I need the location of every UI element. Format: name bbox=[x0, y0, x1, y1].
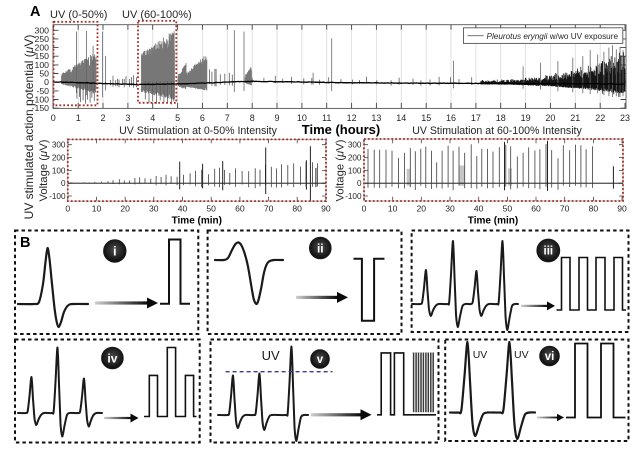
svg-text:80: 80 bbox=[292, 204, 302, 214]
svg-text:15: 15 bbox=[421, 113, 431, 123]
svg-text:i: i bbox=[113, 244, 117, 259]
svg-text:0: 0 bbox=[357, 179, 362, 188]
svg-text:300: 300 bbox=[52, 141, 66, 150]
svg-text:50: 50 bbox=[503, 204, 513, 214]
svg-text:-100: -100 bbox=[345, 192, 362, 201]
svg-text:0: 0 bbox=[61, 179, 66, 188]
svg-text:90: 90 bbox=[321, 204, 331, 214]
svg-text:40: 40 bbox=[178, 204, 188, 214]
svg-text:23: 23 bbox=[620, 113, 630, 123]
svg-text:40: 40 bbox=[474, 204, 484, 214]
svg-text:Time (hours): Time (hours) bbox=[302, 122, 381, 137]
svg-text:0: 0 bbox=[51, 113, 56, 123]
svg-text:B: B bbox=[20, 235, 30, 251]
svg-text:300: 300 bbox=[348, 141, 362, 150]
svg-text:8: 8 bbox=[250, 113, 255, 123]
svg-text:5: 5 bbox=[175, 113, 180, 123]
svg-text:-50: -50 bbox=[36, 86, 49, 96]
svg-text:11: 11 bbox=[322, 113, 331, 123]
svg-text:50: 50 bbox=[206, 204, 216, 214]
svg-text:12: 12 bbox=[347, 113, 357, 123]
svg-text:100: 100 bbox=[52, 166, 66, 175]
svg-text:Pleurotus eryngii w/wo UV expo: Pleurotus eryngii w/wo UV exposure bbox=[487, 32, 619, 41]
svg-text:UV (0-50%): UV (0-50%) bbox=[50, 9, 107, 21]
svg-text:30: 30 bbox=[445, 204, 455, 214]
svg-text:UV stimulated action potential: UV stimulated action potential (μV) bbox=[22, 35, 36, 220]
svg-text:1: 1 bbox=[76, 113, 81, 123]
svg-text:UV: UV bbox=[262, 348, 280, 363]
svg-text:17: 17 bbox=[471, 113, 481, 123]
svg-text:200: 200 bbox=[52, 154, 66, 163]
svg-text:-100: -100 bbox=[32, 95, 50, 105]
svg-text:30: 30 bbox=[149, 204, 159, 214]
svg-text:UV (60-100%): UV (60-100%) bbox=[122, 9, 192, 21]
svg-text:0: 0 bbox=[44, 77, 49, 87]
svg-text:21: 21 bbox=[570, 113, 580, 123]
svg-text:14: 14 bbox=[396, 113, 406, 123]
svg-text:vi: vi bbox=[545, 351, 555, 363]
svg-text:10: 10 bbox=[297, 113, 307, 123]
svg-text:20: 20 bbox=[545, 113, 555, 123]
svg-text:Voltage (μV): Voltage (μV) bbox=[38, 139, 50, 201]
svg-text:2: 2 bbox=[100, 113, 105, 123]
svg-text:16: 16 bbox=[446, 113, 456, 123]
svg-text:6: 6 bbox=[200, 113, 205, 123]
svg-text:Time (min): Time (min) bbox=[172, 216, 222, 227]
svg-text:200: 200 bbox=[35, 43, 50, 53]
svg-text:Voltage (μV): Voltage (μV) bbox=[335, 139, 347, 201]
svg-text:ii: ii bbox=[317, 241, 324, 255]
svg-text:A: A bbox=[30, 4, 41, 20]
svg-text:Time (min): Time (min) bbox=[468, 216, 518, 227]
svg-text:iv: iv bbox=[107, 351, 117, 365]
svg-text:UV Stimulation at 0-50% Intens: UV Stimulation at 0-50% Intensity bbox=[119, 125, 278, 137]
svg-text:18: 18 bbox=[496, 113, 506, 123]
svg-text:19: 19 bbox=[521, 113, 531, 123]
svg-text:UV Stimulation at 60-100% Inte: UV Stimulation at 60-100% Intensity bbox=[412, 125, 582, 137]
svg-text:-100: -100 bbox=[49, 192, 66, 201]
svg-text:70: 70 bbox=[264, 204, 274, 214]
svg-text:100: 100 bbox=[35, 60, 50, 70]
svg-text:20: 20 bbox=[417, 204, 427, 214]
svg-text:100: 100 bbox=[348, 166, 362, 175]
svg-text:-150: -150 bbox=[32, 103, 50, 113]
svg-text:20: 20 bbox=[120, 204, 130, 214]
svg-text:7: 7 bbox=[225, 113, 230, 123]
svg-text:90: 90 bbox=[617, 204, 627, 214]
svg-text:60: 60 bbox=[235, 204, 245, 214]
svg-text:10: 10 bbox=[388, 204, 398, 214]
svg-text:13: 13 bbox=[371, 113, 381, 123]
svg-text:60: 60 bbox=[531, 204, 541, 214]
svg-text:3: 3 bbox=[125, 113, 130, 123]
svg-text:22: 22 bbox=[595, 113, 605, 123]
svg-text:UV: UV bbox=[473, 349, 488, 361]
svg-text:UV: UV bbox=[514, 349, 529, 361]
svg-text:0: 0 bbox=[362, 204, 367, 214]
svg-text:0: 0 bbox=[65, 204, 70, 214]
svg-text:10: 10 bbox=[92, 204, 102, 214]
svg-text:v: v bbox=[317, 354, 324, 366]
svg-text:iii: iii bbox=[544, 246, 554, 258]
svg-text:150: 150 bbox=[35, 51, 50, 61]
svg-text:200: 200 bbox=[348, 154, 362, 163]
svg-text:300: 300 bbox=[35, 25, 50, 35]
svg-text:9: 9 bbox=[274, 113, 279, 123]
svg-text:250: 250 bbox=[35, 34, 50, 44]
svg-text:50: 50 bbox=[39, 69, 49, 79]
svg-text:70: 70 bbox=[560, 204, 570, 214]
svg-text:80: 80 bbox=[589, 204, 599, 214]
svg-text:4: 4 bbox=[150, 113, 155, 123]
